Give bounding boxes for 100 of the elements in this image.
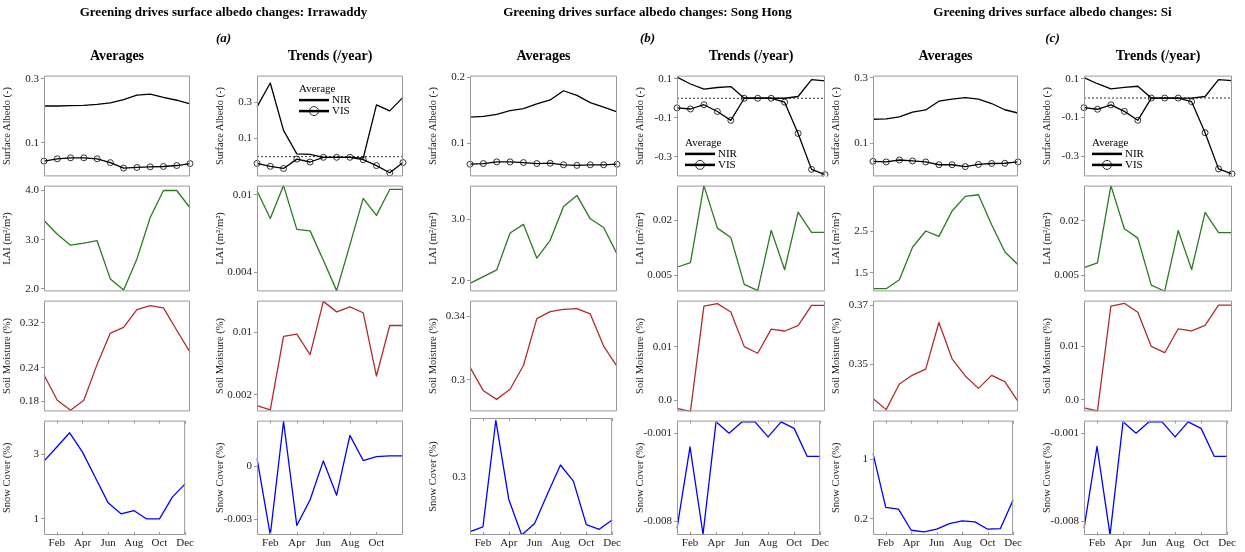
y-axis-title: LAI (m²/m²)	[427, 211, 440, 265]
y-tick-label: 0.02	[1059, 213, 1079, 226]
x-tick-label: Dec	[1218, 536, 1237, 549]
x-tick-label: Apr	[288, 536, 306, 549]
y-tick-label: 2.0	[25, 281, 40, 294]
y-tick-label: 0.005	[1054, 267, 1080, 280]
y-axis-title: Soil Moisture (%)	[1041, 317, 1054, 394]
y-axis-title: Snow Cover (%)	[634, 442, 647, 514]
x-tick-label: Jun	[526, 536, 543, 549]
legend-label: NIR	[332, 92, 352, 105]
y-tick-label: 0.02	[652, 213, 672, 226]
chart-title: Trends (/year)	[1114, 48, 1202, 64]
x-tick-label: Apr	[500, 536, 518, 549]
y-tick-label: -0.3	[1061, 148, 1080, 161]
y-tick-label: 0.3	[451, 372, 466, 385]
y-tick-label: 0.1	[238, 131, 252, 144]
y-tick-label: 0.35	[848, 357, 869, 370]
y-tick-label: -0.001	[643, 426, 672, 439]
y-axis-title: Soil Moisture (%)	[1, 317, 14, 394]
x-tick-label: Dec	[1004, 536, 1023, 549]
y-tick-label: 0.3	[25, 71, 40, 84]
y-tick-label: 0.0	[658, 393, 673, 406]
x-tick-label: Apr	[902, 536, 921, 549]
y-tick-label: -0.1	[654, 110, 672, 123]
y-tick-label: 0.1	[658, 71, 672, 84]
chart-title: Trends (/year)	[286, 48, 374, 64]
chart-title: Trends (/year)	[707, 48, 795, 64]
y-axis-title: Surface Albedo (-)	[214, 86, 227, 166]
x-tick-label: Dec	[176, 536, 195, 549]
y-axis-title: LAI (m²/m²)	[634, 211, 647, 265]
x-tick-label: Feb	[48, 536, 66, 549]
y-tick-label: 1	[862, 452, 868, 465]
y-axis-title: Surface Albedo (-)	[830, 86, 843, 166]
legend-title: Average	[299, 81, 336, 94]
x-tick-label: Apr	[707, 536, 725, 549]
y-tick-label: 1.5	[854, 265, 869, 278]
y-tick-label: 0.2	[854, 511, 868, 524]
x-tick-label: Aug	[340, 536, 360, 549]
y-tick-label: 0.0	[1065, 392, 1080, 405]
chart-title: Averages	[917, 48, 974, 64]
legend-title: Average	[685, 135, 722, 148]
y-tick-label: 0.004	[227, 264, 253, 277]
x-tick-label: Aug	[952, 536, 973, 549]
y-axis-title: Soil Moisture (%)	[427, 317, 440, 394]
y-tick-label: 2.0	[451, 273, 466, 286]
y-tick-label: 0.32	[19, 315, 39, 328]
x-tick-label: Oct	[1193, 536, 1210, 549]
y-tick-label: 0.3	[854, 70, 869, 83]
y-axis-title: LAI (m²/m²)	[830, 211, 843, 265]
legend-title: Average	[1092, 135, 1129, 148]
y-axis-title: LAI (m²/m²)	[1041, 211, 1054, 265]
y-tick-label: 0.37	[848, 297, 869, 310]
legend-label: NIR	[718, 146, 738, 159]
y-tick-label: 0.1	[1065, 71, 1079, 84]
y-tick-label: 0.18	[19, 394, 40, 407]
y-tick-label: -0.3	[654, 149, 673, 162]
text: (b)	[638, 30, 657, 46]
y-tick-label: 0.1	[854, 136, 868, 149]
y-axis-title: Snow Cover (%)	[427, 440, 440, 512]
y-tick-label: 3.0	[25, 232, 40, 245]
y-tick-label: 0.01	[1059, 339, 1079, 352]
x-tick-label: Oct	[786, 536, 803, 549]
y-axis-title: Surface Albedo (-)	[427, 86, 440, 166]
y-tick-label: 0.1	[25, 135, 39, 148]
x-tick-label: Jun	[1141, 536, 1158, 549]
x-tick-label: Feb	[262, 536, 280, 549]
x-tick-label: Dec	[811, 536, 830, 549]
y-axis-title: Soil Moisture (%)	[634, 317, 647, 394]
x-tick-label: Aug	[124, 536, 144, 549]
x-tick-label: Aug	[1165, 536, 1186, 549]
x-tick-label: Feb	[1088, 536, 1106, 549]
x-tick-label: Feb	[681, 536, 699, 549]
x-tick-label: Jun	[734, 536, 751, 549]
y-axis-title: LAI (m²/m²)	[214, 211, 227, 265]
y-tick-label: 0.002	[227, 387, 252, 400]
y-tick-label: -0.008	[1050, 514, 1080, 527]
y-tick-label: 0	[246, 459, 253, 472]
x-tick-label: Feb	[877, 536, 895, 549]
y-tick-label: 0.2	[451, 70, 465, 83]
y-axis-title: Snow Cover (%)	[1041, 442, 1054, 514]
legend-label: NIR	[1125, 146, 1145, 159]
y-tick-label: -0.008	[643, 514, 673, 527]
y-axis-title: Surface Albedo (-)	[1, 86, 14, 166]
y-tick-label: 0.01	[232, 187, 252, 200]
chart-title: Averages	[88, 48, 146, 64]
y-axis-title: Snow Cover (%)	[830, 442, 843, 514]
y-axis-title: Surface Albedo (-)	[634, 86, 647, 166]
text: (c)	[1044, 30, 1061, 46]
y-tick-label: 0.34	[445, 309, 466, 322]
chart-title: Averages	[515, 48, 572, 64]
y-tick-label: 0.1	[451, 136, 465, 149]
y-tick-label: 3.0	[451, 212, 466, 225]
x-tick-label: Apr	[1114, 536, 1132, 549]
x-tick-label: Dec	[603, 536, 622, 549]
y-tick-label: -0.003	[223, 512, 253, 525]
y-tick-label: 0.3	[238, 95, 253, 108]
y-tick-label: -0.1	[1061, 110, 1079, 123]
x-tick-label: Feb	[474, 536, 492, 549]
legend-label: VIS	[1125, 157, 1143, 170]
y-tick-label: 0.01	[232, 325, 252, 338]
